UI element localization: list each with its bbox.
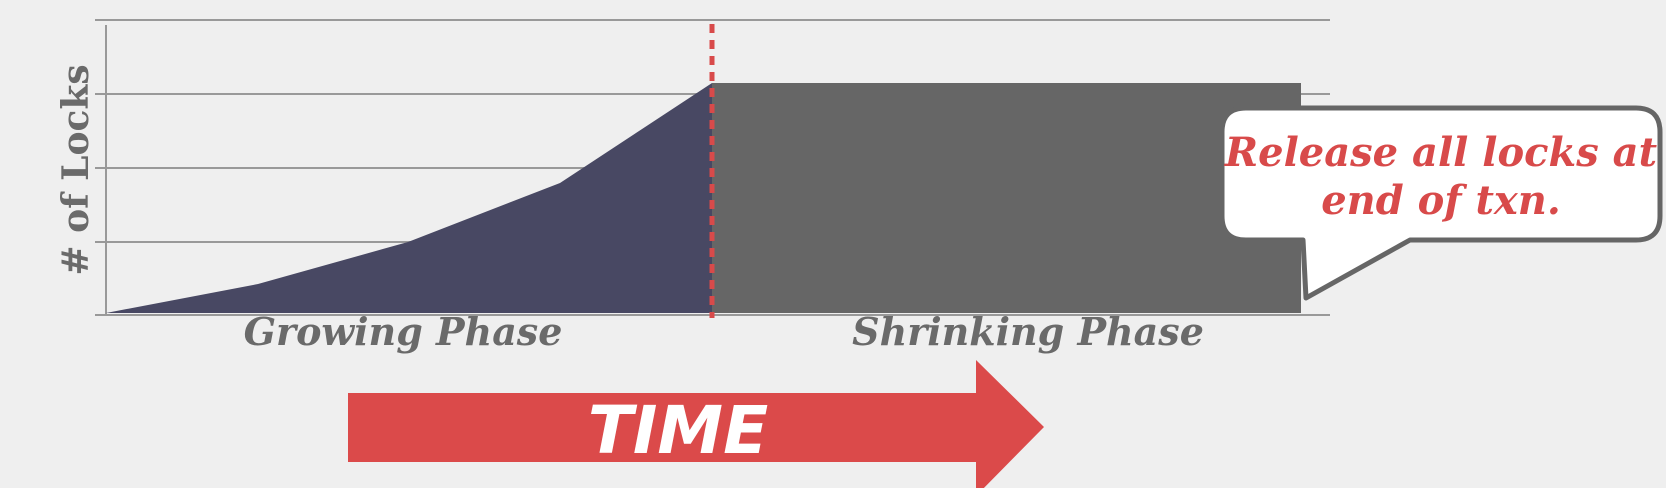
shrinking-phase-area <box>712 83 1301 313</box>
callout-line-1: Release all locks at <box>1224 129 1658 176</box>
callout-line-2: end of txn. <box>1321 177 1561 224</box>
y-axis-label: # of Locks <box>55 64 97 275</box>
release-locks-callout: Release all locks at end of txn. <box>1219 105 1663 301</box>
callout-bubble <box>1219 105 1663 301</box>
time-arrow-label: TIME <box>588 392 768 469</box>
time-arrow: TIME <box>348 360 1044 488</box>
shrinking-phase-label: Shrinking Phase <box>852 309 1204 354</box>
time-arrow-shape <box>348 360 1044 488</box>
growing-phase-label: Growing Phase <box>244 309 563 354</box>
growing-phase-area <box>106 83 712 313</box>
